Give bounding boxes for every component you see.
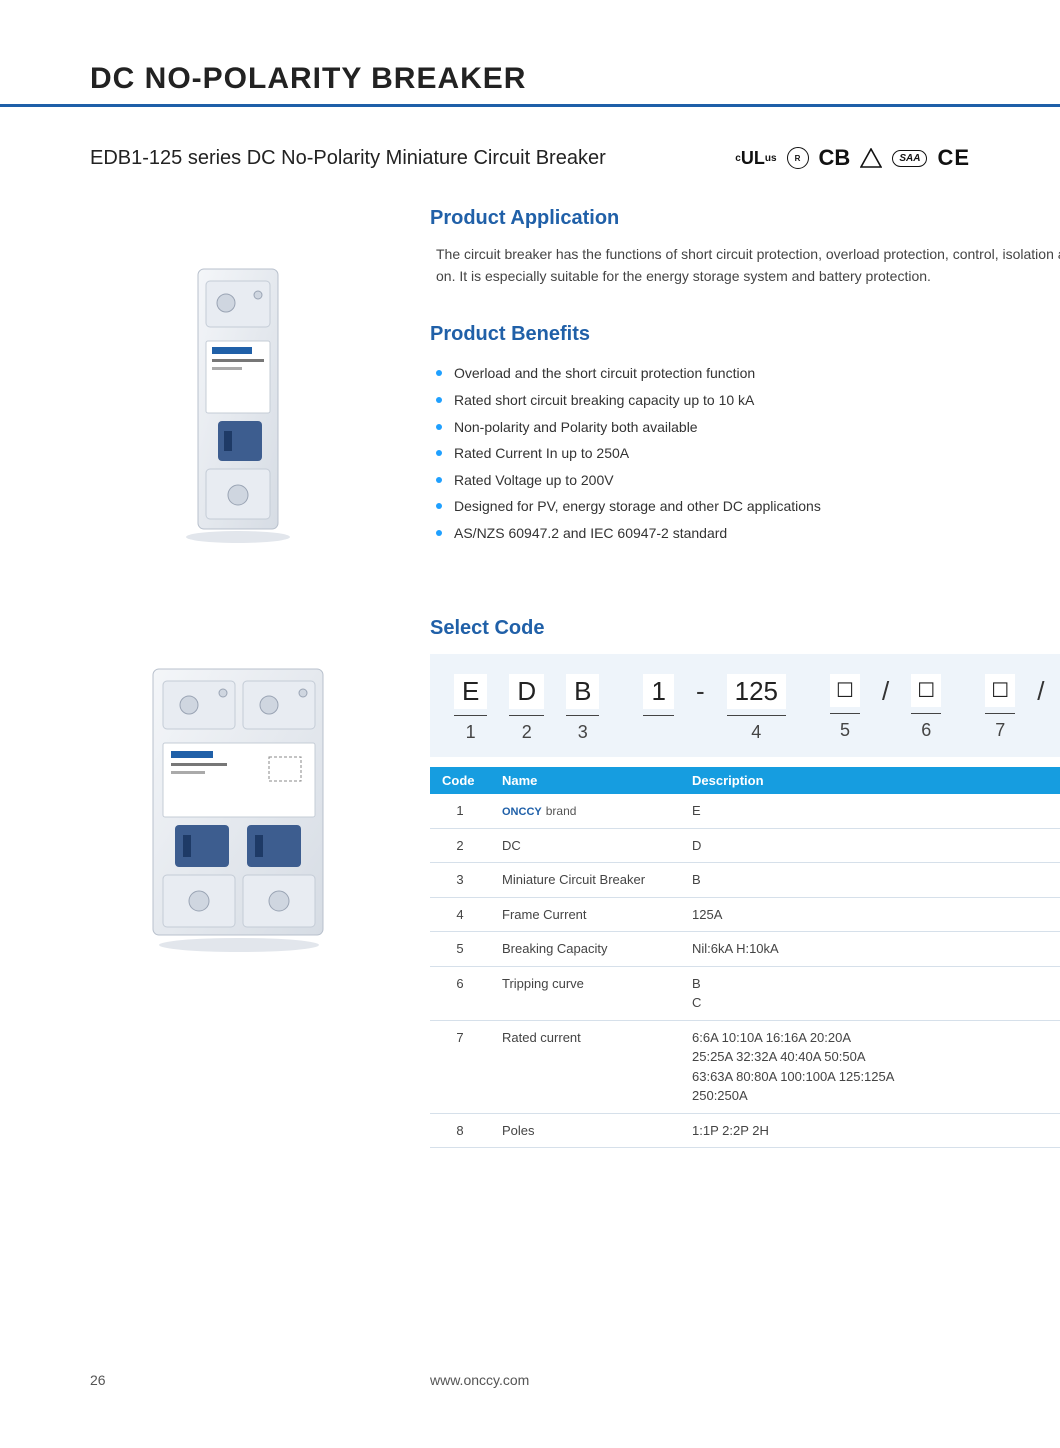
- benefit-item: Designed for PV, energy storage and othe…: [436, 493, 1060, 520]
- benefit-item: Non-polarity and Polarity both available: [436, 414, 1060, 441]
- product-image-2p: [90, 663, 390, 953]
- select-code-heading: Select Code: [430, 617, 1060, 640]
- code-separator: /: [882, 674, 889, 707]
- code-cell: ☐5: [830, 674, 860, 742]
- table-cell: 4: [430, 897, 490, 932]
- ce-icon: CE: [937, 145, 970, 171]
- table-row: 3Miniature Circuit BreakerB: [430, 863, 1060, 898]
- cb-icon: CB: [819, 145, 851, 171]
- ul-icon: cULus: [735, 148, 776, 169]
- table-cell: 7: [430, 1020, 490, 1113]
- benefit-item: AS/NZS 60947.2 and IEC 60947-2 standard: [436, 520, 1060, 547]
- code-cell: ☐6: [911, 674, 941, 742]
- page-title: DC NO-POLARITY BREAKER: [0, 0, 1060, 104]
- footer-url: www.onccy.com: [430, 1372, 529, 1388]
- code-cell: 1254: [727, 674, 786, 744]
- saa-icon: SAA: [892, 150, 927, 167]
- table-cell: 2: [430, 828, 490, 863]
- product-subtitle: EDB1-125 series DC No-Polarity Miniature…: [90, 147, 606, 170]
- table-row: 2DCD: [430, 828, 1060, 863]
- table-header: Description: [680, 767, 1060, 794]
- code-strip: E1D2B3 1-1254 ☐5/☐6 ☐7/☐8: [430, 654, 1060, 758]
- table-cell: 8: [430, 1113, 490, 1148]
- table-row: 1ONCCYbrandE: [430, 794, 1060, 828]
- code-cell: ☐7: [985, 674, 1015, 742]
- code-cell: D2: [509, 674, 544, 744]
- benefits-heading: Product Benefits: [430, 323, 1060, 346]
- table-cell: Nil:6kA H:10kA: [680, 932, 1060, 967]
- rohs-icon: R: [787, 147, 809, 169]
- table-row: 6Tripping curveB C: [430, 966, 1060, 1020]
- table-cell: Tripping curve: [490, 966, 680, 1020]
- table-cell: D: [680, 828, 1060, 863]
- page-number: 26: [90, 1372, 430, 1388]
- benefit-item: Rated short circuit breaking capacity up…: [436, 387, 1060, 414]
- table-row: 5Breaking CapacityNil:6kA H:10kA: [430, 932, 1060, 967]
- benefit-item: Overload and the short circuit protectio…: [436, 360, 1060, 387]
- code-separator: /: [1037, 674, 1044, 707]
- application-text: The circuit breaker has the functions of…: [436, 244, 1060, 287]
- table-cell: Frame Current: [490, 897, 680, 932]
- table-cell: 1:1P 2:2P 2H: [680, 1113, 1060, 1148]
- benefit-item: Rated Current In up to 250A: [436, 440, 1060, 467]
- table-cell: B: [680, 863, 1060, 898]
- table-cell: Miniature Circuit Breaker: [490, 863, 680, 898]
- code-cell: B3: [566, 674, 599, 744]
- table-cell: 6: [430, 966, 490, 1020]
- code-cell: E1: [454, 674, 487, 744]
- table-cell: B C: [680, 966, 1060, 1020]
- table-row: 8Poles1:1P 2:2P 2H: [430, 1113, 1060, 1148]
- certification-icons: cULus R CB SAA CE: [735, 145, 970, 171]
- application-heading: Product Application: [430, 207, 1060, 230]
- table-cell: Poles: [490, 1113, 680, 1148]
- benefits-list: Overload and the short circuit protectio…: [436, 360, 1060, 546]
- benefit-item: Rated Voltage up to 200V: [436, 467, 1060, 494]
- title-rule: [0, 104, 1060, 107]
- table-header: Name: [490, 767, 680, 794]
- code-cell: 1: [643, 674, 673, 723]
- table-cell: 6:6A 10:10A 16:16A 20:20A 25:25A 32:32A …: [680, 1020, 1060, 1113]
- table-row: 7Rated current6:6A 10:10A 16:16A 20:20A …: [430, 1020, 1060, 1113]
- table-cell: 125A: [680, 897, 1060, 932]
- table-cell: E: [680, 794, 1060, 828]
- product-image-1p: [90, 263, 390, 543]
- table-cell: 3: [430, 863, 490, 898]
- table-cell: 5: [430, 932, 490, 967]
- table-cell: 1: [430, 794, 490, 828]
- page-footer: 26 www.onccy.com: [90, 1372, 970, 1388]
- table-cell: ONCCYbrand: [490, 794, 680, 828]
- code-separator: -: [696, 674, 705, 707]
- table-row: 4Frame Current125A: [430, 897, 1060, 932]
- table-cell: Rated current: [490, 1020, 680, 1113]
- table-header: Code: [430, 767, 490, 794]
- table-cell: Breaking Capacity: [490, 932, 680, 967]
- code-table: CodeNameDescription 1ONCCYbrandE2DCD3Min…: [430, 767, 1060, 1148]
- triangle-icon: [860, 148, 882, 168]
- table-cell: DC: [490, 828, 680, 863]
